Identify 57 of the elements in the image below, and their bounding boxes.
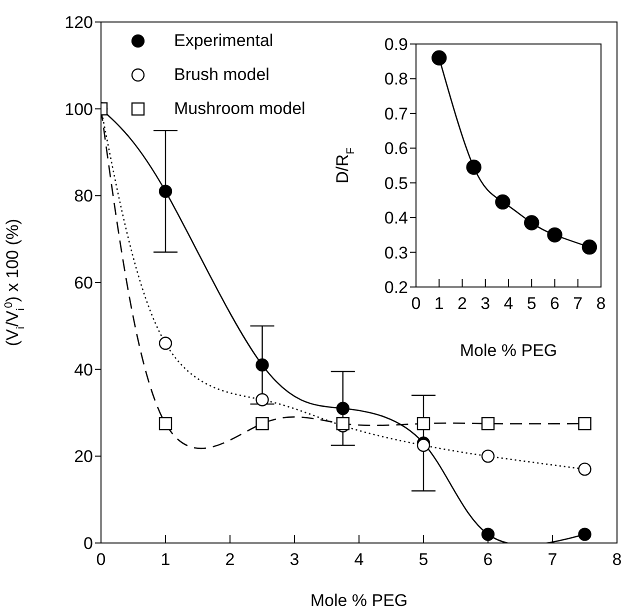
x-tick-label: 2 xyxy=(225,550,235,570)
point xyxy=(547,227,562,243)
y-tick-label: 0.3 xyxy=(384,243,408,262)
point xyxy=(578,417,592,430)
point xyxy=(524,215,540,230)
y-tick-label: 20 xyxy=(74,447,93,466)
point xyxy=(466,160,482,175)
x-tick-label: 8 xyxy=(612,550,622,570)
y-tick-label: 0 xyxy=(84,534,93,554)
point xyxy=(256,417,269,430)
point xyxy=(495,194,510,210)
x-tick-label: 4 xyxy=(504,294,514,314)
point xyxy=(416,417,430,430)
point xyxy=(481,528,495,541)
x-tick-label: 0 xyxy=(411,294,421,314)
point xyxy=(582,239,598,255)
legend-label: Experimental xyxy=(174,31,274,51)
x-tick-label: 3 xyxy=(480,294,490,314)
y-tick-label: 0.8 xyxy=(384,70,408,89)
x-tick-label: 5 xyxy=(418,550,428,570)
x-tick-label: 7 xyxy=(548,550,558,570)
x-tick-label: 1 xyxy=(160,550,170,570)
legend-label: Brush model xyxy=(174,65,270,85)
x-tick-label: 5 xyxy=(526,294,536,314)
x-tick-label: 2 xyxy=(458,294,467,314)
legend-label: Mushroom model xyxy=(174,99,306,119)
point xyxy=(481,450,495,463)
point xyxy=(256,358,269,372)
x-tick-label: 6 xyxy=(550,294,560,314)
y-tick-label: 0.7 xyxy=(384,104,408,124)
x-tick-label: 0 xyxy=(96,550,106,570)
x-tick-label: 7 xyxy=(573,294,583,314)
y-tick-label: 40 xyxy=(74,360,93,380)
x-tick-label: 1 xyxy=(434,294,444,314)
y-tick-label: 80 xyxy=(74,186,93,206)
y-tick-label: 0.9 xyxy=(384,35,408,54)
y-tick-label: 0.6 xyxy=(384,139,408,158)
point xyxy=(158,184,172,198)
x-tick-label: 8 xyxy=(596,294,606,314)
y-tick-label: 60 xyxy=(74,274,93,293)
y-tick-label: 120 xyxy=(64,13,93,32)
y-tick-label: 0.4 xyxy=(384,208,408,228)
x-axis-title: Mole % PEG xyxy=(310,591,408,610)
point xyxy=(158,417,172,430)
x-tick-label: 4 xyxy=(354,550,364,570)
y-tick-label: 100 xyxy=(64,100,93,119)
point xyxy=(481,417,495,430)
point xyxy=(256,393,269,406)
point xyxy=(578,528,592,541)
x-axis-title: Mole % PEG xyxy=(460,341,558,360)
x-tick-label: 6 xyxy=(483,550,493,570)
y-tick-label: 0.5 xyxy=(384,174,408,193)
point xyxy=(336,402,350,416)
x-tick-label: 3 xyxy=(290,550,300,570)
point xyxy=(432,50,447,66)
point xyxy=(158,336,172,350)
y-tick-label: 0.2 xyxy=(384,278,408,298)
